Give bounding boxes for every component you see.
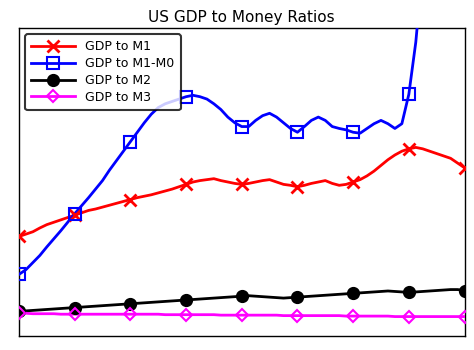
Legend: GDP to M1, GDP to M1-M0, GDP to M2, GDP to M3: GDP to M1, GDP to M1-M0, GDP to M2, GDP … <box>25 34 181 110</box>
Title: US GDP to Money Ratios: US GDP to Money Ratios <box>148 10 335 26</box>
